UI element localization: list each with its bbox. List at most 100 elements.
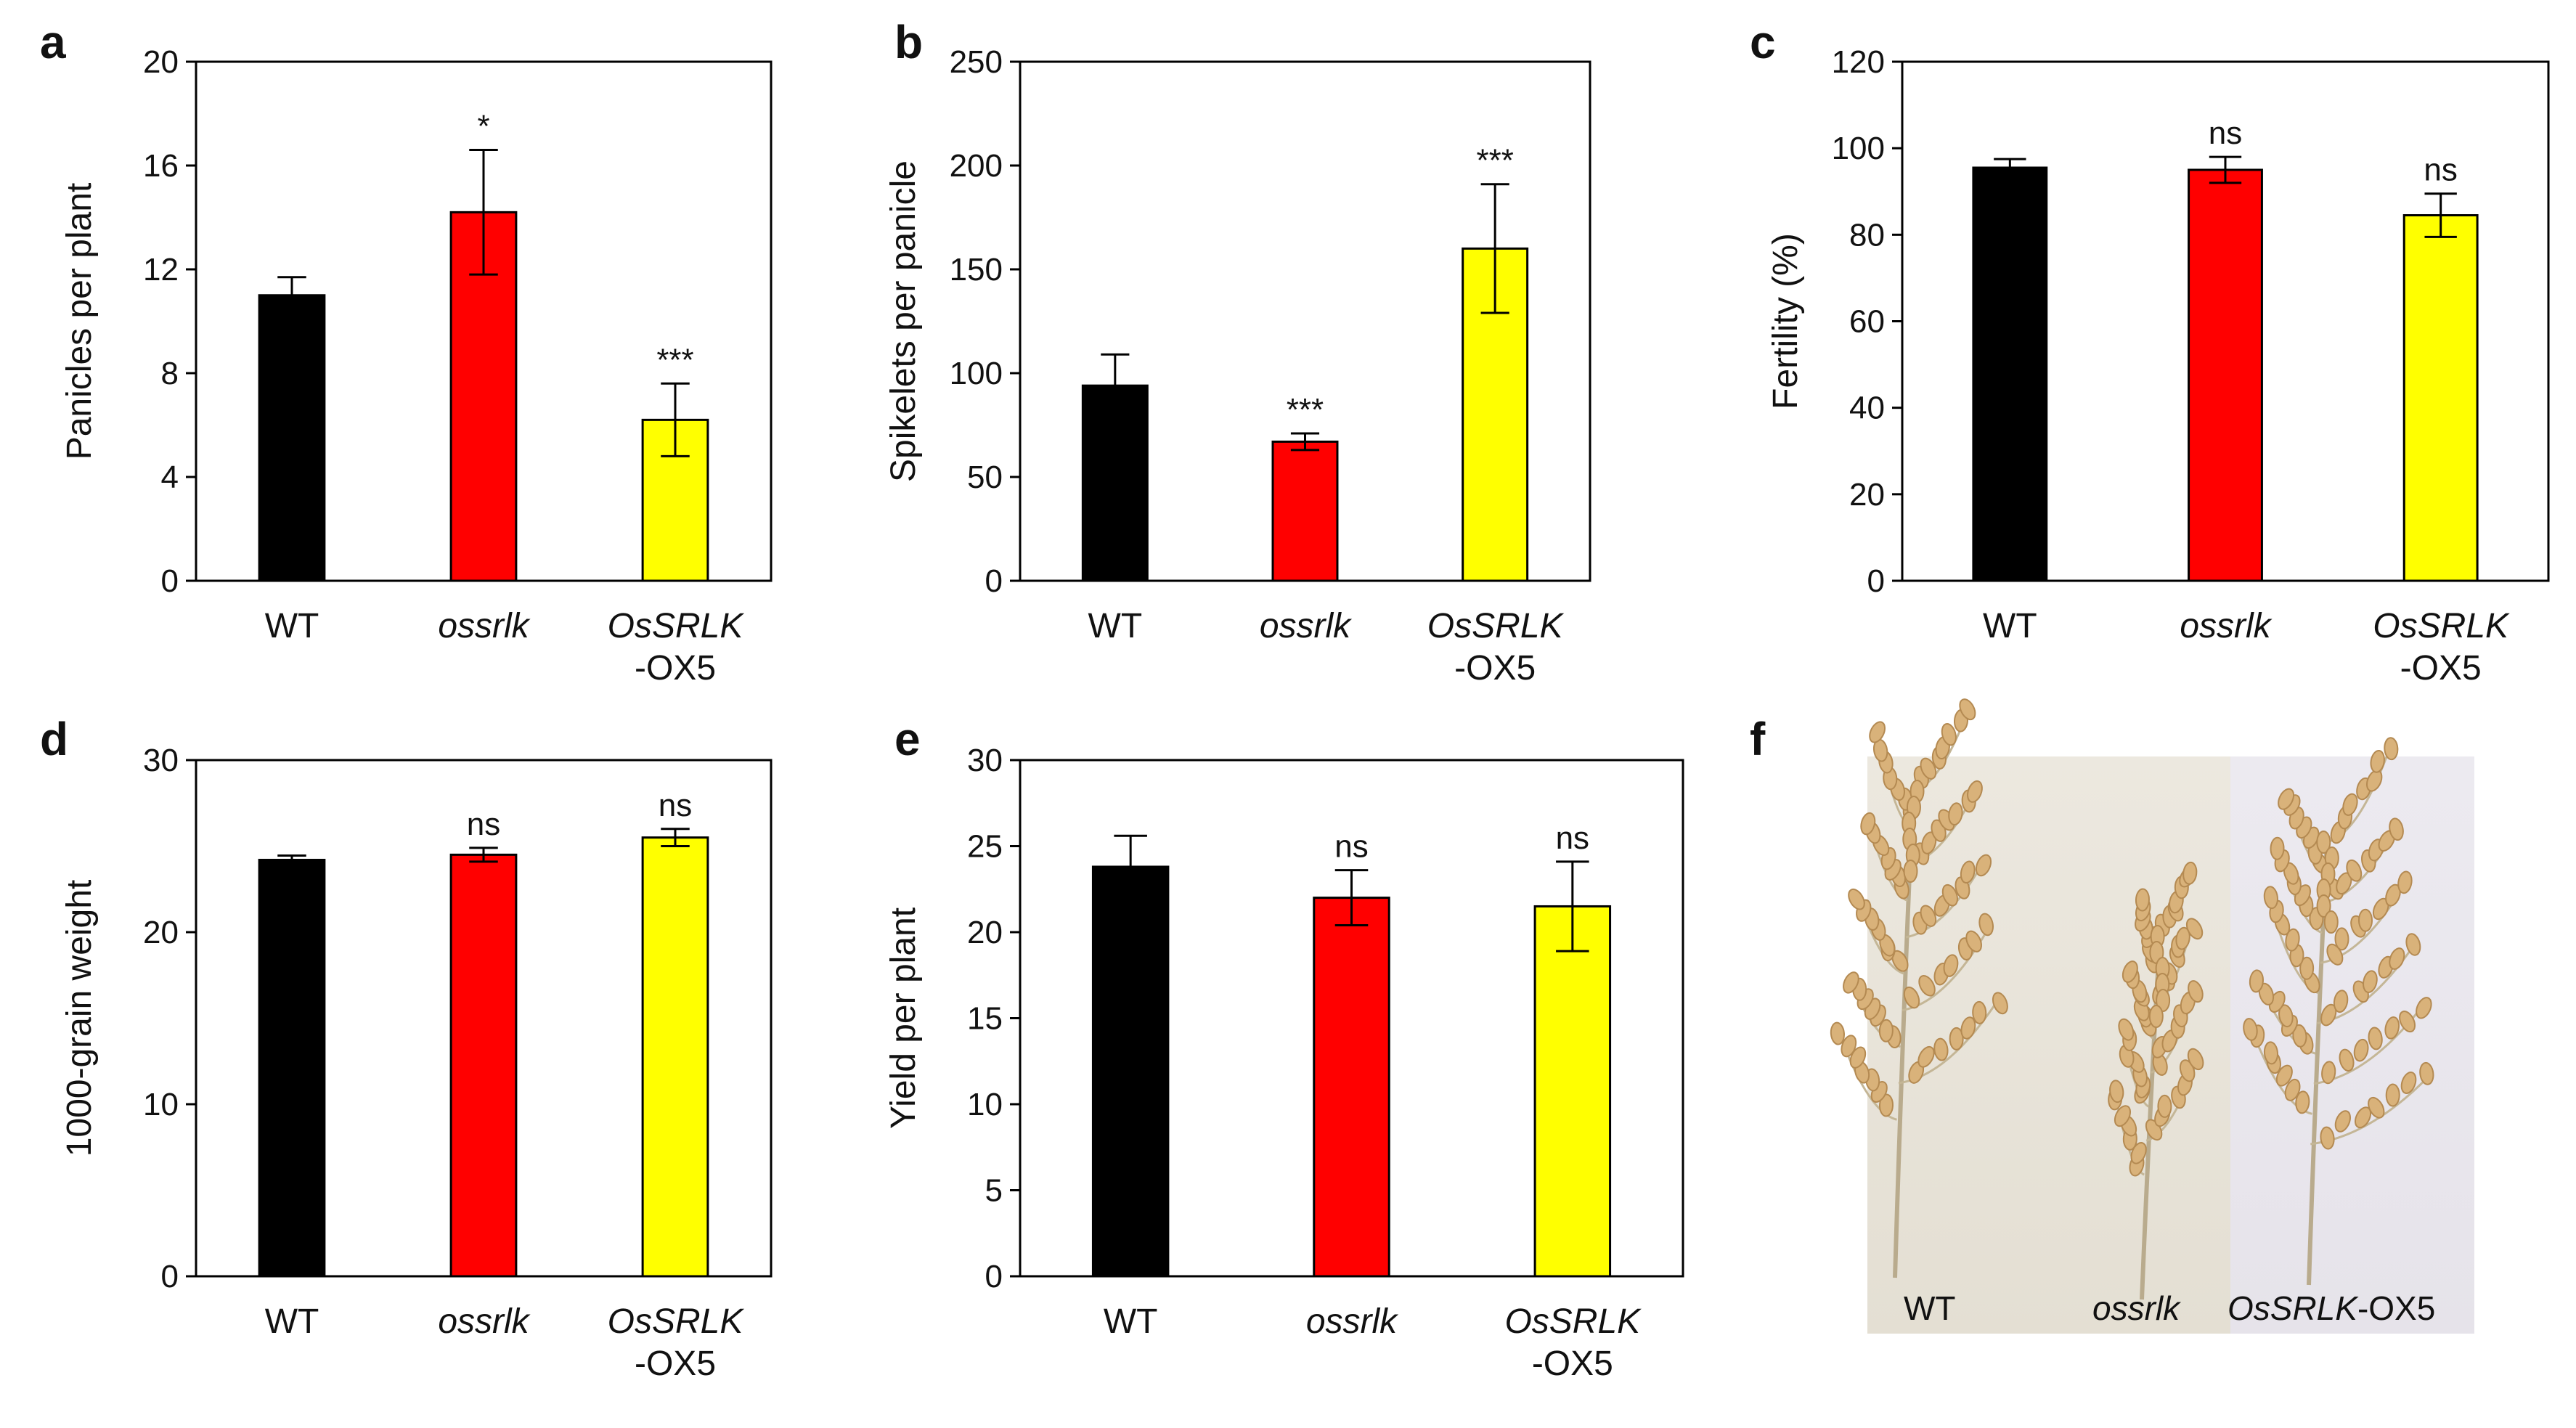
grain bbox=[2157, 1094, 2172, 1118]
y-tick-label: 20 bbox=[143, 915, 179, 950]
photo-label-ox5-suffix: -OX5 bbox=[2357, 1289, 2435, 1327]
photo-label-wt: WT bbox=[1904, 1289, 1956, 1327]
grain bbox=[1878, 1093, 1894, 1117]
grain bbox=[2121, 960, 2138, 983]
y-tick-label: 150 bbox=[950, 252, 1003, 287]
grain bbox=[1960, 1016, 1976, 1040]
category-label: WT bbox=[265, 1302, 319, 1341]
grain bbox=[2299, 956, 2315, 980]
grain bbox=[2284, 1078, 2301, 1101]
grain bbox=[2187, 1048, 2204, 1071]
panicle-wt-illustration bbox=[1830, 698, 2008, 1278]
bar bbox=[1972, 166, 2048, 582]
y-tick-label: 0 bbox=[985, 563, 1003, 599]
grain bbox=[2316, 894, 2331, 918]
panel-letter-f: f bbox=[1750, 713, 1766, 765]
grain bbox=[2354, 1106, 2372, 1129]
grain bbox=[2118, 1018, 2135, 1041]
y-axis-label: Panicles per plant bbox=[60, 183, 99, 460]
grain bbox=[2385, 884, 2401, 907]
category-label: ossrlk bbox=[1306, 1302, 1399, 1341]
bar bbox=[1091, 865, 1170, 1278]
grain bbox=[2368, 1096, 2385, 1119]
y-tick-label: 120 bbox=[1832, 44, 1885, 80]
grain bbox=[1978, 913, 1994, 937]
grain bbox=[2334, 927, 2349, 951]
grain bbox=[2400, 1071, 2417, 1094]
chart-c-fertility: 0 20 40 60 80 100 120 Fertility (%) WT ns ossrlk ns… bbox=[1766, 44, 2550, 688]
grain bbox=[2405, 933, 2421, 956]
bar bbox=[1313, 897, 1390, 1278]
grain bbox=[1869, 721, 1886, 743]
y-tick-label: 250 bbox=[950, 44, 1003, 80]
y-tick-label: 0 bbox=[161, 1259, 179, 1294]
category-label-line2: -OX5 bbox=[635, 1345, 716, 1383]
y-tick-label: 0 bbox=[1867, 563, 1885, 599]
grain bbox=[2370, 749, 2385, 773]
grain bbox=[2188, 980, 2204, 1003]
grain bbox=[1967, 780, 1983, 803]
grain bbox=[2275, 1064, 2293, 1087]
grain bbox=[1841, 1035, 1857, 1058]
panel-letter-c: c bbox=[1750, 16, 1776, 68]
category-label: WT bbox=[1104, 1302, 1158, 1341]
y-tick-label: 20 bbox=[967, 915, 1003, 950]
y-tick-label: 80 bbox=[1849, 217, 1885, 253]
grain bbox=[2185, 918, 2204, 940]
grain bbox=[1960, 860, 1976, 884]
grain bbox=[1920, 905, 1937, 927]
grain bbox=[2334, 1110, 2351, 1133]
grain bbox=[2316, 831, 2331, 854]
grain bbox=[2384, 737, 2399, 761]
category-label-line2: -OX5 bbox=[1454, 649, 1536, 688]
grain bbox=[1849, 1046, 1867, 1069]
significance-label: ns bbox=[2424, 152, 2457, 188]
grain bbox=[2385, 1083, 2400, 1107]
grain bbox=[2346, 859, 2363, 882]
grain bbox=[1878, 1019, 1894, 1043]
y-axis-label: Spikelets per panicle bbox=[884, 160, 923, 482]
photo-label-ox5-italic: OsSRLK bbox=[2227, 1289, 2359, 1327]
category-label: OsSRLK bbox=[608, 607, 745, 645]
grain bbox=[1941, 723, 1957, 746]
grain bbox=[2156, 989, 2171, 1012]
grain bbox=[2363, 970, 2378, 993]
grain bbox=[2339, 1048, 2355, 1072]
bar bbox=[258, 294, 326, 582]
category-label: WT bbox=[1983, 607, 2037, 645]
grain bbox=[2397, 870, 2413, 894]
grain bbox=[2114, 1105, 2132, 1127]
grain bbox=[2384, 1016, 2400, 1040]
significance-label: *** bbox=[656, 342, 693, 378]
grain bbox=[1972, 1000, 1987, 1024]
bar bbox=[2402, 214, 2479, 582]
grain bbox=[2320, 1003, 2337, 1027]
y-tick-label: 200 bbox=[950, 148, 1003, 184]
grain bbox=[1948, 802, 1963, 826]
y-tick-label: 20 bbox=[1849, 477, 1885, 513]
y-tick-label: 5 bbox=[985, 1173, 1003, 1209]
grain bbox=[1941, 884, 1958, 907]
category-label-line2: -OX5 bbox=[2400, 649, 2482, 688]
grain bbox=[2326, 943, 2344, 966]
y-tick-label: 8 bbox=[161, 356, 179, 391]
y-tick-label: 40 bbox=[1849, 391, 1885, 426]
category-label: OsSRLK bbox=[1504, 1302, 1642, 1341]
panel-letter-e: e bbox=[894, 713, 921, 765]
grain bbox=[2270, 836, 2285, 860]
bar bbox=[641, 836, 709, 1278]
grain bbox=[2295, 1090, 2310, 1114]
grain bbox=[1992, 992, 2008, 1015]
grain bbox=[1903, 860, 1918, 883]
category-label: ossrlk bbox=[2180, 607, 2273, 645]
bar bbox=[1533, 905, 1612, 1278]
y-tick-label: 30 bbox=[143, 743, 179, 778]
grain bbox=[2249, 969, 2264, 993]
grain bbox=[2278, 788, 2295, 810]
grain bbox=[1933, 1037, 1949, 1061]
chart-a-panicles: 0 4 8 12 16 20 Panicles per plant WT * ossrlk *** O… bbox=[60, 44, 773, 688]
grain bbox=[2320, 1126, 2335, 1150]
category-label: WT bbox=[265, 607, 319, 645]
bar bbox=[258, 858, 326, 1278]
significance-label: ns bbox=[1556, 820, 1589, 856]
